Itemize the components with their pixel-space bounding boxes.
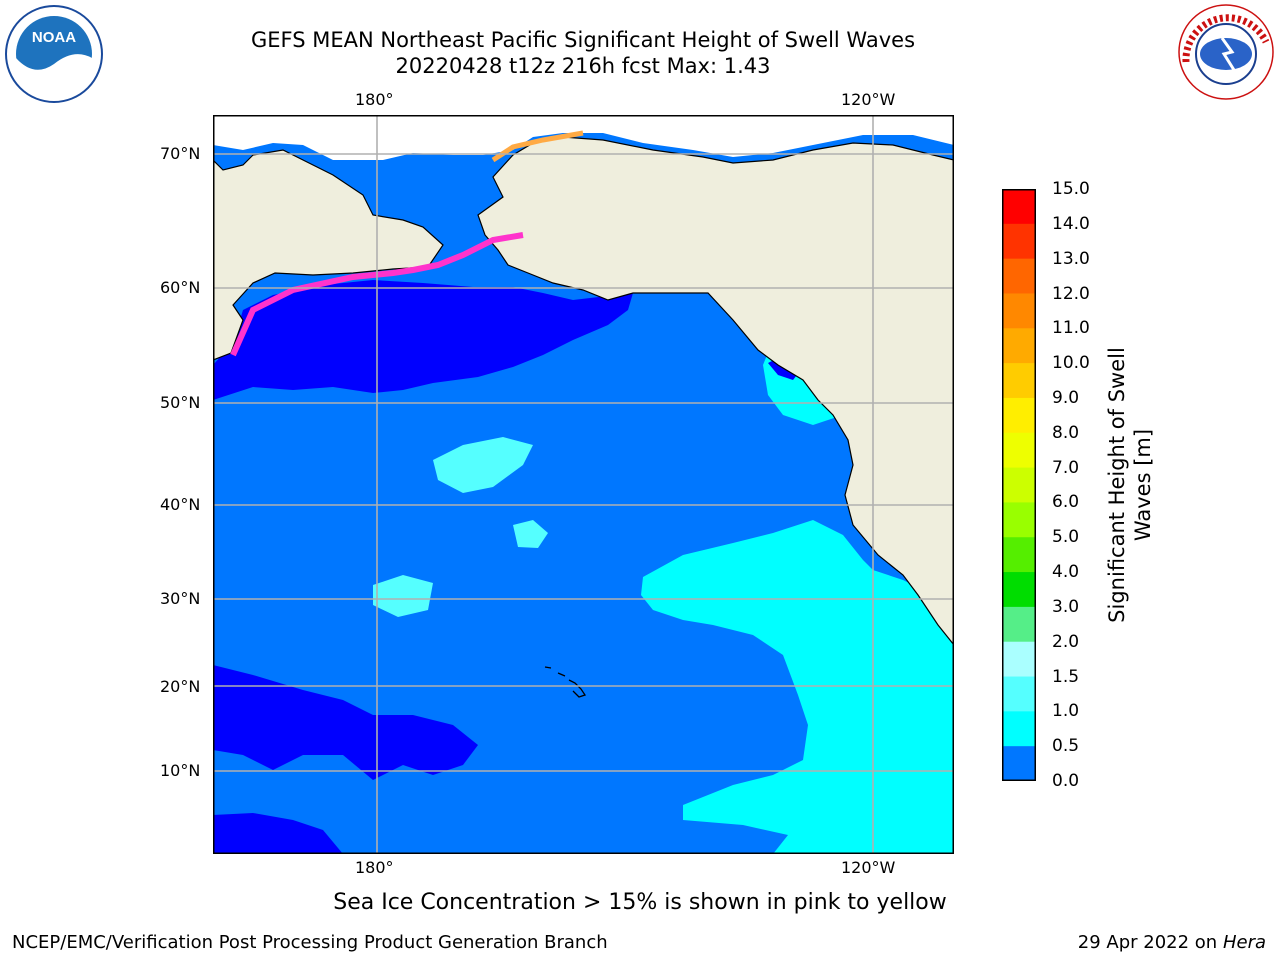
colorbar-tick: 10.0 [1052,353,1090,374]
noaa-logo-text: NOAA [32,29,76,46]
colorbar-tick: 7.0 [1052,457,1080,478]
swell-region-0-0.5-southwest [213,813,343,854]
colorbar-cell [1002,746,1036,781]
colorbar-cell [1002,293,1036,329]
colorbar-tick: 13.0 [1052,248,1090,269]
colorbar-tick: 2.0 [1052,631,1080,652]
colorbar-tick: 12.0 [1052,283,1090,304]
credit-host: Hera [1222,932,1266,953]
gridlines [213,115,954,854]
lon-tick-top-120w: 120°W [841,90,896,109]
colorbar-label: Significant Height of Swell Waves [m] [1105,347,1155,623]
colorbar-cell [1002,467,1036,503]
lon-tick-bottom-120w: 120°W [841,858,896,877]
colorbar-cell [1002,328,1036,364]
land-alaska-canada [477,136,954,646]
colorbar-tick: 9.0 [1052,387,1080,408]
colorbar-tick: 5.0 [1052,527,1080,548]
lat-tick-20n: 20°N [160,677,201,696]
colorbar-cell [1002,397,1036,434]
land-siberia [213,115,444,361]
lon-tick-top-180: 180° [355,90,394,109]
nws-logo [1178,4,1274,100]
colorbar-cell [1002,502,1036,538]
colorbar-cell [1002,363,1036,399]
lat-tick-30n: 30°N [160,589,201,608]
hawaii-islands [544,666,587,698]
colorbar-cell [1002,537,1036,573]
credit-right: 29 Apr 2022 on Hera [1078,932,1266,953]
colorbar-cell [1002,711,1036,747]
colorbar-tick: 0.0 [1052,771,1080,791]
swell-region-0-0.5-north [213,280,633,400]
credit-date: 29 Apr 2022 on [1077,932,1223,953]
lat-tick-70n: 70°N [160,144,201,163]
colorbar-tick: 14.0 [1052,213,1090,234]
lat-tick-10n: 10°N [160,761,201,780]
sea-ice-bering [230,232,524,357]
colorbar-tick: 15.0 [1052,179,1090,199]
chart-title: GEFS MEAN Northeast Pacific Significant … [250,28,916,52]
lat-tick-60n: 60°N [160,278,201,297]
swell-patch-west [373,575,433,617]
colorbar-tick: 4.0 [1052,562,1080,583]
colorbar-tick: 0.5 [1052,736,1080,757]
colorbar-cell [1002,432,1036,469]
colorbar-cell [1002,606,1036,643]
colorbar-cell [1002,223,1036,260]
swell-region-0-0.5-south [213,665,478,780]
sea-ice-note: Sea Ice Concentration > 15% is shown in … [333,890,947,915]
noaa-logo: NOAA [5,5,103,103]
colorbar [1002,189,1036,781]
colorbar-tick: 3.0 [1052,596,1080,617]
colorbar-tick: 11.0 [1052,318,1090,339]
colorbar-cell [1002,189,1036,225]
map-frame [213,115,954,854]
colorbar-cell [1002,572,1036,608]
colorbar-tick: 8.0 [1052,422,1080,443]
colorbar-cell [1002,641,1036,678]
colorbar-tick: 6.0 [1052,492,1080,513]
colorbar-tick: 1.5 [1052,666,1080,687]
colorbar-tick: 1.0 [1052,701,1080,722]
lat-tick-50n: 50°N [160,393,201,412]
lon-tick-bottom-180: 180° [355,858,394,877]
swell-patch-mid [433,437,533,493]
chart-subtitle: 20220428 t12z 216h fcst Max: 1.43 [395,54,771,78]
credit-left: NCEP/EMC/Verification Post Processing Pr… [12,932,608,953]
colorbar-cell [1002,676,1036,712]
swell-patch-mid2 [513,520,548,548]
map-plot [213,115,954,854]
colorbar-cell [1002,258,1036,294]
arctic-white [213,115,954,160]
lat-tick-40n: 40°N [160,495,201,514]
